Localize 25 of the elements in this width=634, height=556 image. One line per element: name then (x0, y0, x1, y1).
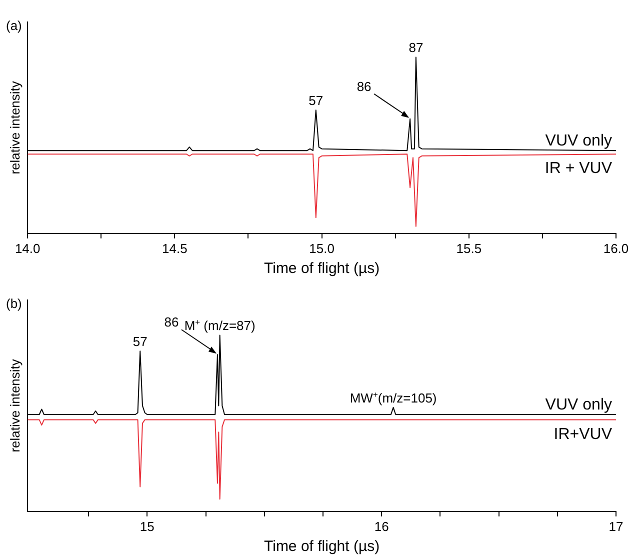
y-axis-title: relative intensity (7, 358, 22, 452)
annotation: 86 (164, 314, 179, 330)
series-label: IR + VUV (544, 160, 612, 178)
x-axis-title: Time of flight (µs) (264, 538, 380, 556)
chart-title: (b) (6, 296, 22, 311)
series-label: VUV only (545, 396, 612, 414)
x-axis-title: Time of flight (µs) (264, 260, 380, 278)
x-tick-label: 17 (608, 518, 624, 534)
annotation: M+ (m/z=87) (184, 317, 256, 334)
x-tick-label: 15.5 (456, 240, 482, 256)
x-tick-label: 14.5 (162, 240, 188, 256)
chart-title: (a) (6, 18, 22, 33)
annotation: 87 (408, 40, 424, 56)
x-tick-label: 16.0 (603, 240, 629, 256)
series-label: VUV only (545, 132, 612, 150)
x-tick-label: 15.0 (309, 240, 334, 256)
series-label: IR+VUV (554, 426, 612, 443)
annotation: MW+(m/z=105) (350, 389, 437, 406)
annotation: 86 (356, 78, 372, 94)
x-tick-label: 16 (374, 518, 389, 534)
annotation: 57 (132, 334, 148, 350)
x-tick-label: 15 (140, 518, 154, 534)
y-axis-title: relative intensity (7, 80, 22, 174)
x-tick-label: 14.0 (14, 240, 40, 256)
annotation: 57 (308, 93, 324, 108)
